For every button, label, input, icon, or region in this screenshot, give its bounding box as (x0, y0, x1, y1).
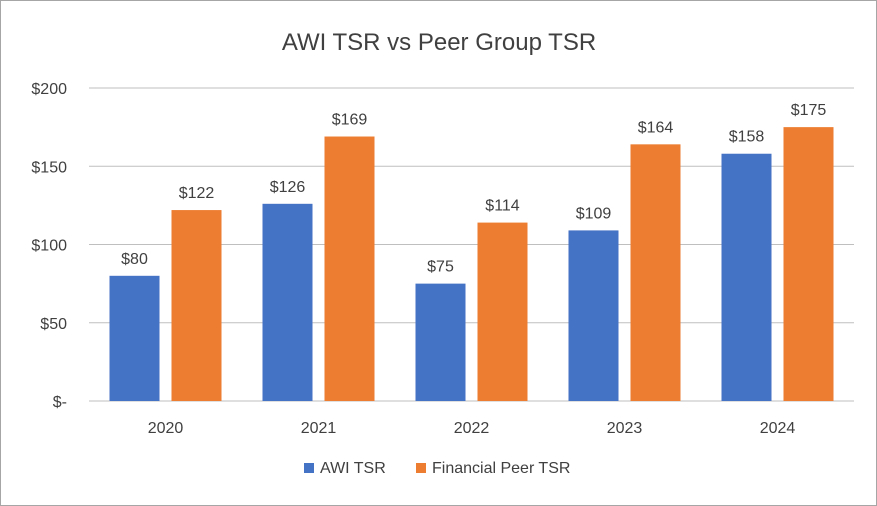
legend-swatch (416, 463, 426, 473)
bar-awi-tsr-2020 (109, 275, 160, 401)
x-tick-label: 2023 (607, 420, 643, 437)
bar-financial-peer-tsr-2020 (171, 210, 222, 401)
bar-financial-peer-tsr-2022 (477, 222, 528, 401)
bar-awi-tsr-2023 (568, 230, 619, 401)
x-tick-label: 2021 (301, 420, 337, 437)
bars (109, 127, 834, 401)
bar-awi-tsr-2024 (721, 153, 772, 401)
data-label: $164 (638, 119, 674, 136)
y-tick-label: $50 (40, 316, 67, 333)
y-tick-label: $200 (31, 81, 67, 98)
bar-financial-peer-tsr-2023 (630, 144, 681, 401)
chart-title: AWI TSR vs Peer Group TSR (282, 29, 596, 56)
data-labels: $80 $122 $126 $169 $75 $114 $109 $164 $158 $175 (121, 102, 826, 276)
data-label: $122 (179, 185, 215, 202)
data-label: $158 (729, 129, 765, 146)
y-tick-label: $- (53, 394, 67, 411)
data-label: $114 (485, 198, 520, 215)
bar-financial-peer-tsr-2024 (783, 127, 834, 401)
data-label: $169 (332, 112, 368, 129)
data-label: $75 (427, 259, 454, 276)
x-tick-label: 2024 (760, 420, 796, 437)
x-axis-ticks: 2020 2021 2022 2023 2024 (148, 420, 796, 437)
data-label: $109 (576, 205, 612, 222)
x-tick-label: 2020 (148, 420, 184, 437)
bar-financial-peer-tsr-2021 (324, 136, 375, 401)
x-tick-label: 2022 (454, 420, 490, 437)
data-label: $126 (270, 179, 306, 196)
legend-swatch (304, 463, 314, 473)
legend-label: AWI TSR (320, 460, 386, 477)
y-tick-label: $100 (31, 238, 67, 255)
legend: AWI TSR Financial Peer TSR (304, 460, 570, 477)
legend-label: Financial Peer TSR (432, 460, 570, 477)
y-axis-ticks: $- $50 $100 $150 $200 (31, 81, 67, 411)
y-tick-label: $150 (31, 159, 67, 176)
bar-awi-tsr-2021 (262, 203, 313, 401)
bar-awi-tsr-2022 (415, 283, 466, 401)
data-label: $80 (121, 251, 148, 268)
data-label: $175 (791, 102, 827, 119)
